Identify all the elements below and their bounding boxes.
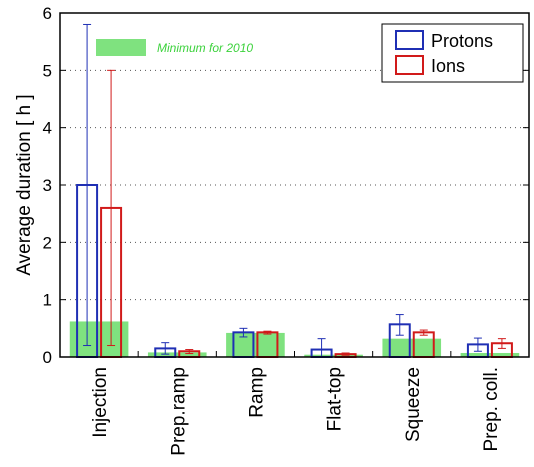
legend-swatch-protons — [395, 30, 424, 50]
legend-label-ions: Ions — [431, 56, 465, 76]
y-axis-label: Average duration [ h ] — [14, 94, 35, 275]
x-tick-label: Injection — [90, 367, 111, 438]
legend-label-protons: Protons — [431, 31, 493, 51]
minimum-bar — [382, 338, 442, 357]
x-tick-label: Prep.ramp — [168, 367, 189, 456]
x-tick-label: Ramp — [246, 367, 267, 418]
y-tick-label: 4 — [43, 119, 52, 138]
minimum-legend-label: Minimum for 2010 — [157, 41, 253, 55]
y-tick-label: 5 — [43, 61, 52, 80]
legend-swatch-ions — [395, 55, 424, 75]
minimum-bar — [226, 332, 285, 357]
x-tick-label: Squeeze — [403, 367, 424, 442]
x-tick-label: Prep. coll. — [481, 367, 502, 451]
x-tick-label: Flat-top — [325, 367, 346, 431]
minimum-bar — [147, 352, 207, 357]
y-tick-label: 1 — [43, 291, 52, 310]
y-tick-label: 3 — [43, 176, 52, 195]
minimum-legend-swatch — [96, 39, 146, 56]
minimum-bar — [304, 354, 363, 357]
y-tick-label: 0 — [43, 348, 52, 367]
minimum-bar — [69, 321, 129, 357]
legend-box — [381, 23, 524, 83]
y-tick-label: 6 — [43, 4, 52, 23]
y-tick-label: 2 — [43, 233, 52, 252]
minimum-bar — [460, 352, 520, 357]
